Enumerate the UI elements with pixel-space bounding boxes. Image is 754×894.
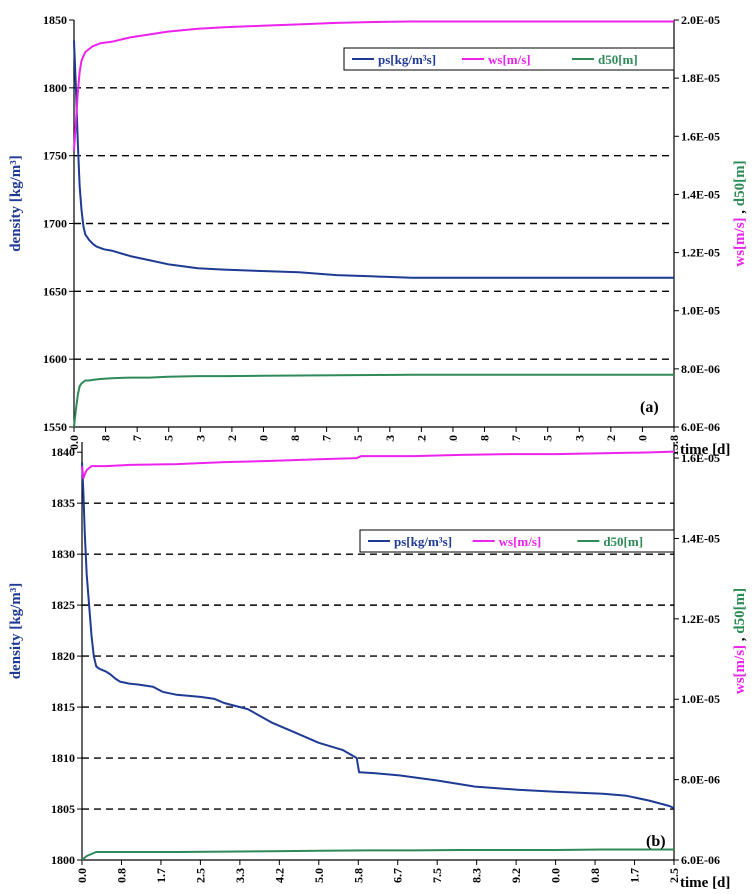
- x-tick-label: 0.0: [75, 868, 89, 883]
- x-tick-label: 6.7: [391, 868, 405, 883]
- left-tick-label: 1550: [43, 420, 67, 434]
- legend: ps[kg/m³s] ws[m/s] d50[m]: [359, 529, 675, 553]
- x-tick-label: 0.0: [549, 868, 563, 883]
- right-tick-label: 1.6E-05: [681, 451, 720, 465]
- left-tick-label: 1840: [51, 445, 75, 459]
- left-tick-label: 1700: [43, 217, 67, 231]
- left-tick-label: 1810: [51, 751, 75, 765]
- left-tick-label: 1650: [43, 284, 67, 298]
- x-axis-label: time [d]: [680, 442, 730, 458]
- x-tick-label: 8.3: [470, 868, 484, 883]
- series-line-d50m: [81, 848, 674, 861]
- x-tick-label: 4.2: [272, 868, 286, 883]
- legend-box: [359, 529, 675, 553]
- right-tick-label: 1.2E-05: [681, 612, 720, 626]
- right-tick-label: 1.4E-05: [681, 187, 720, 201]
- legend-entry: d50[m]: [603, 534, 643, 549]
- right-tick-label: 1.0E-05: [681, 692, 720, 706]
- left-tick-label: 1750: [43, 149, 67, 163]
- series-line-wsms: [73, 20, 674, 151]
- x-tick-label: 0.8: [114, 868, 128, 883]
- left-axis-label: density [kg/m³]: [8, 583, 24, 680]
- panel-label: (b): [646, 833, 666, 850]
- left-tick-label: 1825: [51, 598, 75, 612]
- right-tick-label: 6.0E-06: [681, 853, 720, 867]
- legend: ps[kg/m³s] ws[m/s] d50[m]: [343, 47, 675, 71]
- left-tick-label: 1800: [43, 81, 67, 95]
- x-tick-label: 3.3: [233, 868, 247, 883]
- chart-panel-a: 1550 1600 1650 1700 1750 1800 1850 6.0E-06 8.0E-…: [8, 13, 748, 458]
- panel-label: (a): [640, 399, 659, 416]
- right-tick-label: 1.8E-05: [681, 71, 720, 85]
- legend-entry: ws[m/s]: [488, 52, 531, 67]
- legend-box: [343, 47, 675, 71]
- right-tick-label: 6.0E-06: [681, 420, 720, 434]
- chart-panel-b: 1800 1805 1810 1815 1820 1825 1830 1835 1840 6.0E…: [8, 442, 748, 891]
- x-tick-label: 0.8: [588, 868, 602, 883]
- series-line-pskgms: [73, 40, 674, 279]
- legend-entry: ws[m/s]: [499, 534, 542, 549]
- left-tick-label: 1600: [43, 352, 67, 366]
- left-tick-label: 1800: [51, 853, 75, 867]
- left-tick-label: 1815: [51, 700, 75, 714]
- legend-entry: ps[kg/m³s]: [394, 534, 452, 549]
- x-tick-label: 2.5: [193, 868, 207, 883]
- right-tick-label: 1.6E-05: [681, 129, 720, 143]
- legend-entry: d50[m]: [598, 52, 638, 67]
- plot-area: [82, 442, 674, 860]
- x-tick-label: 1.7: [154, 868, 168, 883]
- right-tick-label: 1.4E-05: [681, 531, 720, 545]
- x-tick-label: 7.5: [430, 868, 444, 883]
- x-tick-label: 1.7: [628, 868, 642, 883]
- x-tick-label: 5.0: [312, 868, 326, 883]
- right-axis-label: ws[m/s] , d50[m]: [732, 588, 748, 694]
- left-tick-label: 1805: [51, 802, 75, 816]
- right-tick-label: 8.0E-06: [681, 773, 720, 787]
- x-axis-label: time [d]: [680, 875, 730, 891]
- series-line-pskgms: [81, 462, 675, 809]
- right-tick-label: 2.0E-05: [681, 13, 720, 27]
- x-tick-label: 0.0: [67, 435, 81, 450]
- left-tick-label: 1830: [51, 547, 75, 561]
- x-tick-label: 2.5: [667, 868, 681, 883]
- right-axis-label: ws[m/s] , d50[m]: [732, 160, 748, 266]
- left-axis-label: density [kg/m³]: [8, 155, 24, 252]
- right-tick-label: 1.0E-05: [681, 304, 720, 318]
- x-tick-label: 9.2: [509, 868, 523, 883]
- left-tick-label: 1835: [51, 496, 75, 510]
- series-line-d50m: [73, 373, 674, 428]
- left-tick-label: 1850: [43, 13, 67, 27]
- series-line-wsms: [81, 450, 675, 480]
- right-tick-label: 8.0E-06: [681, 362, 720, 376]
- x-tick-label: 5.8: [351, 868, 365, 883]
- left-tick-label: 1820: [51, 649, 75, 663]
- legend-entry: ps[kg/m³s]: [378, 52, 436, 67]
- right-tick-label: 1.2E-05: [681, 246, 720, 260]
